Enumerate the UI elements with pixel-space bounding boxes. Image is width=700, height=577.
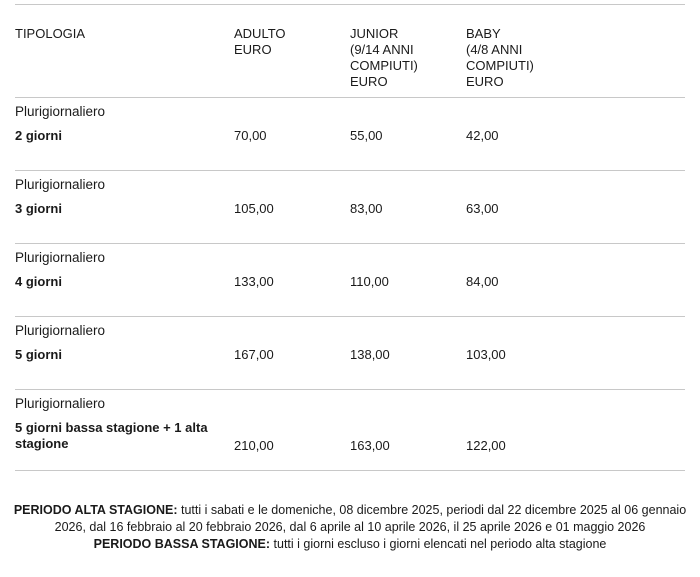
price: 122,00 (466, 438, 506, 453)
price: 210,00 (234, 438, 274, 453)
row-border (15, 316, 685, 317)
row-border (15, 389, 685, 390)
price: 163,00 (350, 438, 390, 453)
note-label: PERIODO BASSA STAGIONE: (93, 537, 271, 551)
header-line: BABY (466, 26, 501, 41)
ticket-name: 2 giorni (15, 128, 62, 143)
row-border (15, 243, 685, 244)
row-border (15, 470, 685, 471)
note-text: tutti i giorni escluso i giorni elencati… (273, 537, 607, 551)
price: 167,00 (234, 347, 274, 362)
header-cell: JUNIOR (9/14 ANNI COMPIUTI) EURO (350, 26, 418, 90)
header-line: EURO (234, 42, 272, 57)
price: 103,00 (466, 347, 506, 362)
price: 105,00 (234, 201, 274, 216)
ticket-name: 5 giorni (15, 347, 62, 362)
ticket-type: Plurigiornaliero (15, 323, 106, 338)
header-line: COMPIUTI) (466, 58, 534, 73)
header-line: (9/14 ANNI (350, 42, 414, 57)
price: 133,00 (234, 274, 274, 289)
price: 70,00 (234, 128, 267, 143)
header-cell: ADULTO EURO (234, 26, 286, 58)
price: 83,00 (350, 201, 383, 216)
price: 110,00 (350, 274, 389, 289)
price: 63,00 (466, 201, 499, 216)
price: 42,00 (466, 128, 499, 143)
note-label: PERIODO ALTA STAGIONE: (13, 503, 178, 517)
header-cell: BABY (4/8 ANNI COMPIUTI) EURO (466, 26, 534, 90)
price: 55,00 (350, 128, 383, 143)
ticket-type: Plurigiornaliero (15, 250, 106, 265)
header-line: ADULTO (234, 26, 286, 41)
ticket-name: 5 giorni bassa stagione + 1 alta stagion… (15, 420, 208, 451)
header-line: COMPIUTI) (350, 58, 418, 73)
note-text: tutti i sabati e le domeniche, 08 dicemb… (54, 503, 687, 534)
ticket-name: 3 giorni (15, 201, 62, 216)
note: PERIODO ALTA STAGIONE: tutti i sabati e … (10, 502, 690, 536)
header-line: EURO (466, 74, 504, 89)
header-line: EURO (350, 74, 388, 89)
price: 138,00 (350, 347, 390, 362)
header-border (15, 97, 685, 98)
ticket-name: 4 giorni (15, 274, 62, 289)
header-cell: TIPOLOGIA (15, 26, 85, 42)
note: PERIODO BASSA STAGIONE: tutti i giorni e… (10, 536, 690, 553)
price: 84,00 (466, 274, 499, 289)
header-line: TIPOLOGIA (15, 26, 86, 41)
header-line: (4/8 ANNI (466, 42, 523, 57)
notes: PERIODO ALTA STAGIONE: tutti i sabati e … (10, 502, 690, 553)
ticket-type: Plurigiornaliero (15, 104, 106, 119)
header-line: JUNIOR (350, 26, 399, 41)
ticket-type: Plurigiornaliero (15, 177, 106, 192)
row-border (15, 170, 685, 171)
ticket-type: Plurigiornaliero (15, 396, 106, 411)
table-top-border (15, 4, 685, 5)
